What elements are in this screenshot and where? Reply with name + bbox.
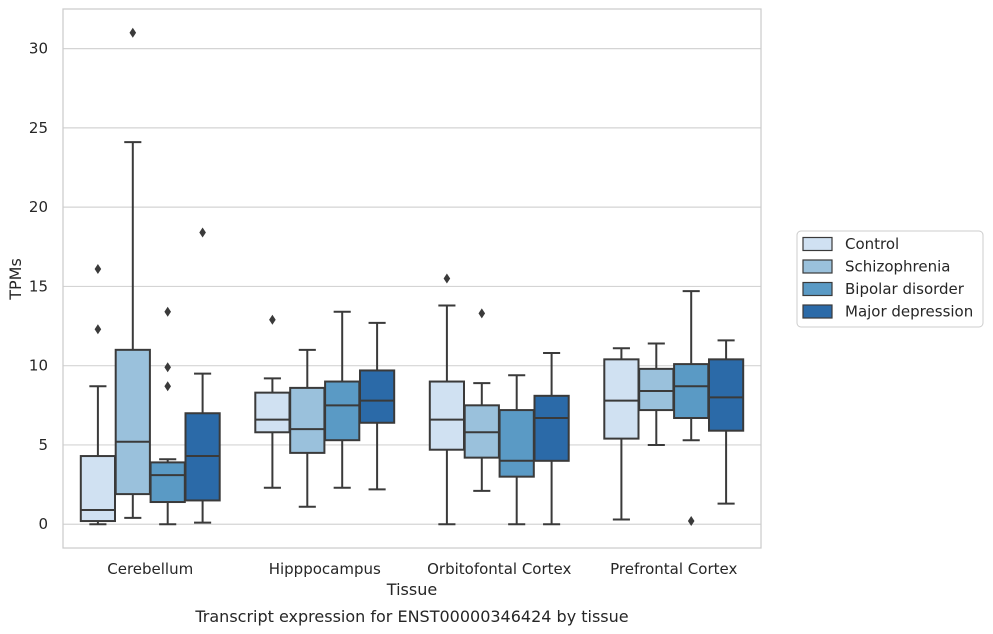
legend-swatch (802, 281, 833, 297)
outlier-point (687, 516, 695, 527)
outlier-point (478, 308, 486, 319)
x-axis-title: Tissue (386, 580, 437, 599)
y-tick-label: 15 (29, 277, 48, 295)
box-body (289, 386, 326, 454)
legend-swatch (802, 259, 833, 274)
boxes (79, 27, 745, 527)
legend-item: Major depression (802, 303, 973, 321)
outlier-point (94, 324, 102, 335)
y-tick-label: 10 (29, 357, 48, 375)
box-bipolar-disorder (498, 374, 535, 526)
box-schizophrenia (638, 342, 675, 446)
outlier-point (199, 227, 206, 238)
box-body (358, 369, 396, 424)
box-bipolar-disorder (324, 310, 361, 489)
box-schizophrenia (289, 348, 326, 508)
box-body (603, 358, 640, 440)
plot-frame (62, 8, 762, 549)
box-major-depression (358, 321, 396, 491)
box-schizophrenia (114, 27, 151, 519)
y-tick-label: 0 (38, 515, 48, 533)
box-major-depression (184, 227, 221, 524)
box-body (79, 455, 117, 523)
box-control (603, 347, 640, 521)
box-major-depression (707, 339, 745, 505)
legend-item: Control (802, 235, 899, 253)
x-tick-label: Cerebellum (107, 560, 193, 578)
y-tick-label: 20 (29, 198, 48, 216)
legend-item: Schizophrenia (802, 258, 950, 276)
legend-label: Major depression (845, 303, 973, 321)
legend-frame (796, 230, 984, 328)
box-body (533, 394, 570, 462)
legend: Control Schizophrenia Bipolar disorder Majo… (796, 230, 984, 328)
outlier-point (164, 381, 171, 392)
box-control (254, 314, 291, 489)
box-major-depression (533, 352, 570, 526)
box-body (324, 380, 361, 442)
box-control (79, 263, 117, 526)
legend-label: Bipolar disorder (845, 280, 965, 298)
box-body (638, 367, 675, 412)
box-body (707, 358, 745, 432)
outlier-point (129, 27, 137, 38)
legend-swatch (802, 304, 833, 319)
box-control (428, 273, 466, 526)
box-body (114, 348, 151, 496)
outlier-point (164, 306, 171, 317)
legend-label: Control (845, 235, 899, 253)
y-tick-labels: 0 5 10 15 20 25 30 (29, 40, 48, 534)
x-tick-label: Prefrontal Cortex (610, 560, 737, 578)
outlier-point (269, 314, 276, 325)
y-tick-label: 30 (29, 40, 48, 58)
box-schizophrenia (463, 308, 500, 492)
box-body (149, 461, 186, 504)
legend-item: Bipolar disorder (802, 280, 965, 298)
y-tick-label: 25 (29, 119, 48, 137)
x-tick-label: Orbitofontal Cortex (427, 560, 571, 578)
box-body (254, 391, 291, 434)
figure-caption: Transcript expression for ENST0000034642… (194, 607, 628, 626)
x-tick-label: Hipppocampus (269, 560, 381, 578)
box-bipolar-disorder (673, 290, 710, 527)
y-tick-label: 5 (38, 436, 48, 454)
box-body (498, 409, 535, 478)
gridlines (63, 48, 761, 525)
legend-label: Schizophrenia (845, 258, 950, 276)
y-axis-title: TPMs (6, 258, 25, 301)
outlier-point (443, 273, 451, 284)
box-body (428, 380, 466, 451)
box-bipolar-disorder (149, 306, 186, 526)
box-body (673, 363, 710, 420)
legend-swatch (802, 236, 833, 252)
outlier-point (94, 263, 102, 274)
x-tick-labels: Cerebellum Hipppocampus Orbitofontal Corte… (107, 560, 737, 578)
outlier-point (164, 362, 171, 373)
